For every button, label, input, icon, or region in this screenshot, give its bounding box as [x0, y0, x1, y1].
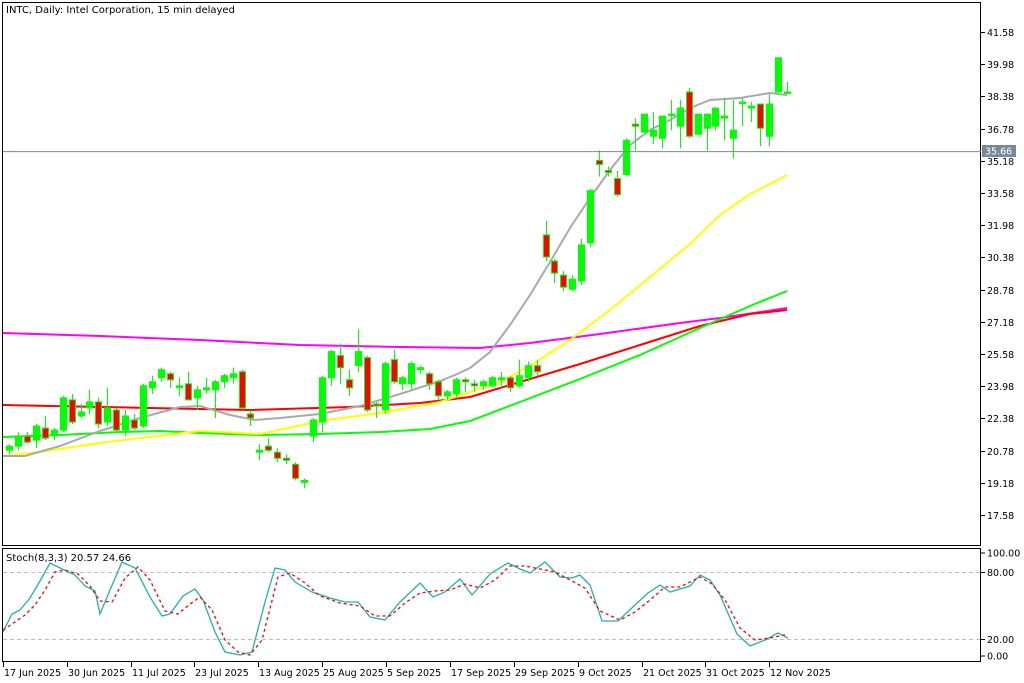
time-tick-label: 17 Jun 2025 [4, 668, 61, 679]
price-tick-label: 20.78 [987, 447, 1014, 458]
current-price-badge: 35.66 [982, 145, 1016, 158]
time-tick-label: 11 Jul 2025 [132, 668, 186, 679]
stoch-tick-label: 20.00 [987, 635, 1014, 646]
time-tick-label: 13 Aug 2025 [259, 668, 320, 679]
chart-title: INTC, Daily: Intel Corporation, 15 min d… [6, 5, 235, 16]
time-tick-label: 9 Oct 2025 [579, 668, 632, 679]
time-tick-label: 17 Sep 2025 [451, 668, 511, 679]
time-tick-label: 30 Jun 2025 [68, 668, 125, 679]
svg-text:35.66: 35.66 [985, 147, 1012, 158]
price-tick-label: 39.98 [987, 60, 1014, 71]
price-tick-label: 33.58 [987, 189, 1014, 200]
stoch-tick-label: 100.00 [987, 549, 1020, 560]
time-tick-label: 23 Jul 2025 [195, 668, 249, 679]
time-tick-label: 31 Oct 2025 [706, 668, 765, 679]
price-tick-label: 17.58 [987, 511, 1014, 522]
time-tick-label: 29 Sep 2025 [515, 668, 575, 679]
price-panel-frame [2, 2, 981, 546]
time-tick-label: 21 Oct 2025 [643, 668, 702, 679]
price-tick-label: 35.18 [987, 157, 1014, 168]
price-tick-label: 19.18 [987, 479, 1014, 490]
moving-averages [2, 91, 788, 457]
stoch-panel-frame [2, 548, 981, 662]
stoch-tick-label: 80.00 [987, 568, 1014, 579]
price-tick-label: 30.38 [987, 253, 1014, 264]
price-tick-label: 41.58 [987, 28, 1014, 39]
time-axis: 17 Jun 2025 30 Jun 2025 11 Jul 2025 23 Jul … [3, 662, 831, 679]
time-tick-label: 5 Sep 2025 [387, 668, 441, 679]
price-tick-label: 31.98 [987, 221, 1014, 232]
stoch-tick-label: 0.00 [987, 652, 1008, 663]
price-tick-label: 27.18 [987, 318, 1014, 329]
stoch-label: Stoch(8,3,3) 20.57 24.66 [6, 553, 131, 564]
stoch-lines [2, 561, 789, 656]
price-tick-label: 23.98 [987, 382, 1014, 393]
price-tick-label: 38.38 [987, 92, 1014, 103]
time-tick-label: 12 Nov 2025 [770, 668, 831, 679]
price-axis: 41.58 39.98 38.38 36.78 35.18 33.58 31.98 30.38… [981, 28, 1014, 522]
price-tick-label: 28.78 [987, 286, 1014, 297]
candlesticks [6, 57, 791, 489]
price-tick-label: 22.38 [987, 414, 1014, 425]
time-tick-label: 25 Aug 2025 [323, 668, 384, 679]
stoch-axis: 100.00 80.00 20.00 0.00 [981, 549, 1020, 663]
price-tick-label: 36.78 [987, 125, 1014, 136]
price-tick-label: 25.58 [987, 350, 1014, 361]
